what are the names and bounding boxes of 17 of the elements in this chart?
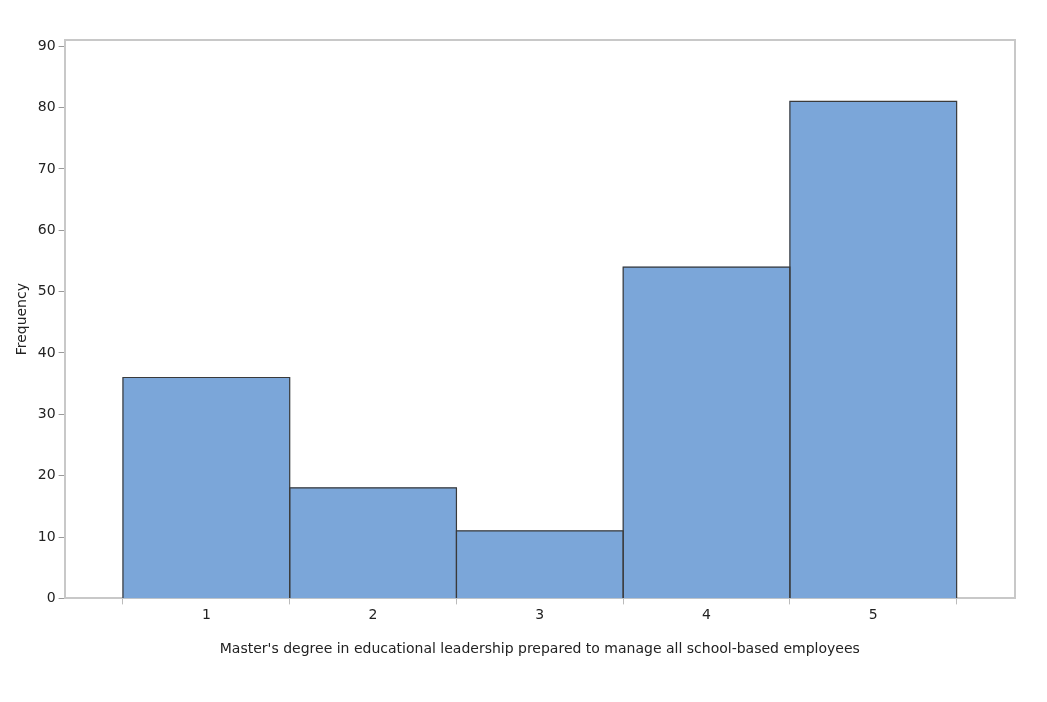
x-tick-label: 3 [535,606,545,623]
x-tick-label: 1 [201,606,211,623]
x-tick-label: 2 [368,606,378,623]
x-tick-label: 4 [702,606,712,623]
x-axis-title: Master's degree in educational leadership prepared to manage all school-based employees [219,640,860,657]
y-axis-title: Frequency [13,283,30,356]
y-tick-label: 80 [37,98,56,115]
y-tick-label: 0 [46,589,56,606]
x-tick-label: 5 [868,606,878,623]
y-tick-label: 70 [37,159,56,176]
y-tick-label: 30 [37,404,56,421]
y-tick-label: 20 [37,466,56,483]
y-tick-label: 10 [37,527,56,544]
y-tick-label: 90 [37,36,56,53]
y-tick-label: 40 [37,343,56,360]
y-tick-label: 60 [37,220,56,237]
y-tick-label: 50 [37,282,56,299]
